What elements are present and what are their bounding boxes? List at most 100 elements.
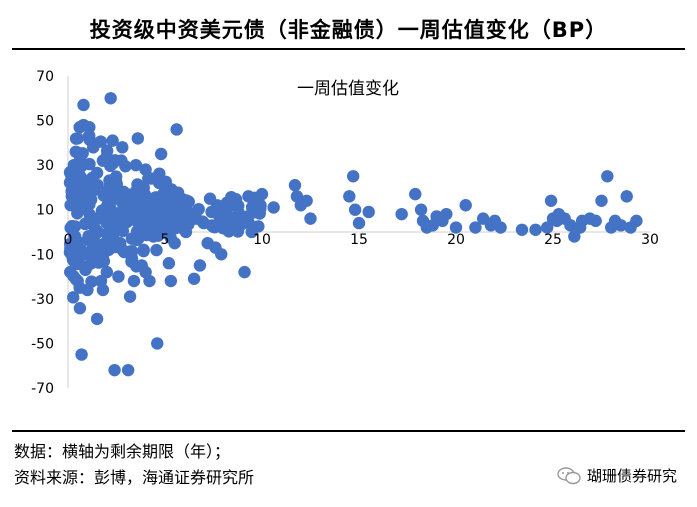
data-point (91, 226, 104, 239)
x-tick-label: 30 (641, 232, 659, 248)
footer-divider (12, 430, 685, 432)
data-point (145, 172, 158, 185)
data-point (395, 207, 408, 221)
data-point (71, 191, 85, 204)
y-tick-label: -70 (31, 381, 54, 397)
data-point (119, 187, 132, 200)
data-point (346, 170, 360, 183)
data-point (620, 190, 633, 203)
data-point (75, 348, 88, 361)
y-tick-label: 50 (36, 114, 54, 130)
data-point (92, 248, 106, 261)
data-point (187, 272, 201, 285)
data-point (170, 123, 183, 136)
data-point (494, 221, 507, 234)
y-tick-label: 70 (36, 69, 54, 85)
data-point (154, 147, 168, 161)
data-point (151, 337, 164, 350)
data-point (459, 199, 472, 212)
watermark-text: 瑚珊债券研究 (586, 467, 677, 485)
x-tick-label: 0 (64, 232, 73, 248)
data-point (414, 203, 428, 216)
x-tick-labels: 0 5 10 15 20 25 30 (64, 232, 659, 248)
data-point (162, 257, 176, 270)
data-point (137, 181, 150, 194)
data-point (207, 220, 220, 233)
data-point (150, 243, 163, 257)
data-point (139, 163, 152, 176)
footnote-data: 数据：横轴为剩余期限（年）； (14, 442, 231, 461)
data-point (116, 141, 129, 154)
data-point (104, 92, 117, 105)
data-point (544, 194, 558, 207)
data-point (230, 223, 243, 237)
data-point (343, 190, 356, 203)
data-point (348, 203, 362, 216)
data-point (131, 231, 145, 244)
data-point (158, 225, 172, 239)
data-point (166, 185, 179, 199)
data-point (601, 170, 614, 183)
data-point (100, 265, 114, 279)
wechat-icon (557, 466, 581, 484)
y-tick-label: 10 (36, 203, 54, 219)
data-point (614, 219, 628, 232)
data-point (83, 216, 96, 230)
data-point (193, 259, 207, 272)
data-point (529, 223, 542, 236)
y-tick-label: -10 (31, 247, 54, 263)
data-point (108, 363, 121, 377)
footnote-source: 资料来源：彭博，海通证券研究所 (14, 468, 255, 487)
data-point (288, 179, 302, 192)
data-point (564, 219, 577, 232)
y-tick-label: -30 (31, 292, 54, 308)
title-underline (12, 48, 685, 50)
data-point (147, 230, 160, 243)
data-point (143, 274, 156, 288)
data-point (255, 187, 269, 201)
data-point (100, 150, 114, 163)
data-point (469, 221, 482, 234)
data-point (540, 221, 554, 234)
watermark: 瑚珊债券研究 (557, 465, 677, 486)
data-point (246, 205, 259, 219)
data-point (515, 223, 529, 236)
data-point (595, 194, 608, 207)
data-point (121, 363, 135, 377)
data-point (77, 98, 90, 112)
y-tick-label: -50 (31, 336, 54, 352)
data-point (203, 192, 217, 205)
data-point (71, 207, 84, 220)
data-point (267, 201, 280, 214)
data-point (91, 178, 104, 192)
data-point (174, 219, 187, 232)
data-point (83, 157, 96, 171)
data-point (129, 158, 143, 172)
data-point (85, 257, 98, 270)
data-point (137, 243, 150, 257)
data-point (106, 134, 119, 147)
data-point (143, 217, 156, 231)
data-point (87, 141, 100, 154)
data-point (112, 270, 125, 283)
data-point (589, 214, 602, 228)
data-point (630, 214, 643, 228)
data-point (107, 230, 120, 244)
y-tick-labels: 70 50 30 10 -10 -30 -50 -70 (31, 69, 54, 397)
data-point (121, 209, 135, 223)
data-point (131, 132, 145, 145)
data-point (409, 187, 422, 201)
data-point (107, 212, 120, 225)
data-point (69, 145, 82, 158)
data-points (63, 92, 643, 377)
scatter-chart: 0 5 10 15 20 25 30 70 50 30 10 -10 -30 -50 -70 一周估值变化 (31, 69, 659, 397)
data-point (119, 160, 132, 173)
data-point (64, 221, 77, 235)
data-point (73, 302, 87, 315)
data-point (65, 172, 79, 185)
data-point (67, 291, 80, 304)
data-point (127, 274, 141, 288)
data-point (69, 250, 82, 263)
data-point (352, 216, 366, 230)
data-point (220, 214, 234, 228)
